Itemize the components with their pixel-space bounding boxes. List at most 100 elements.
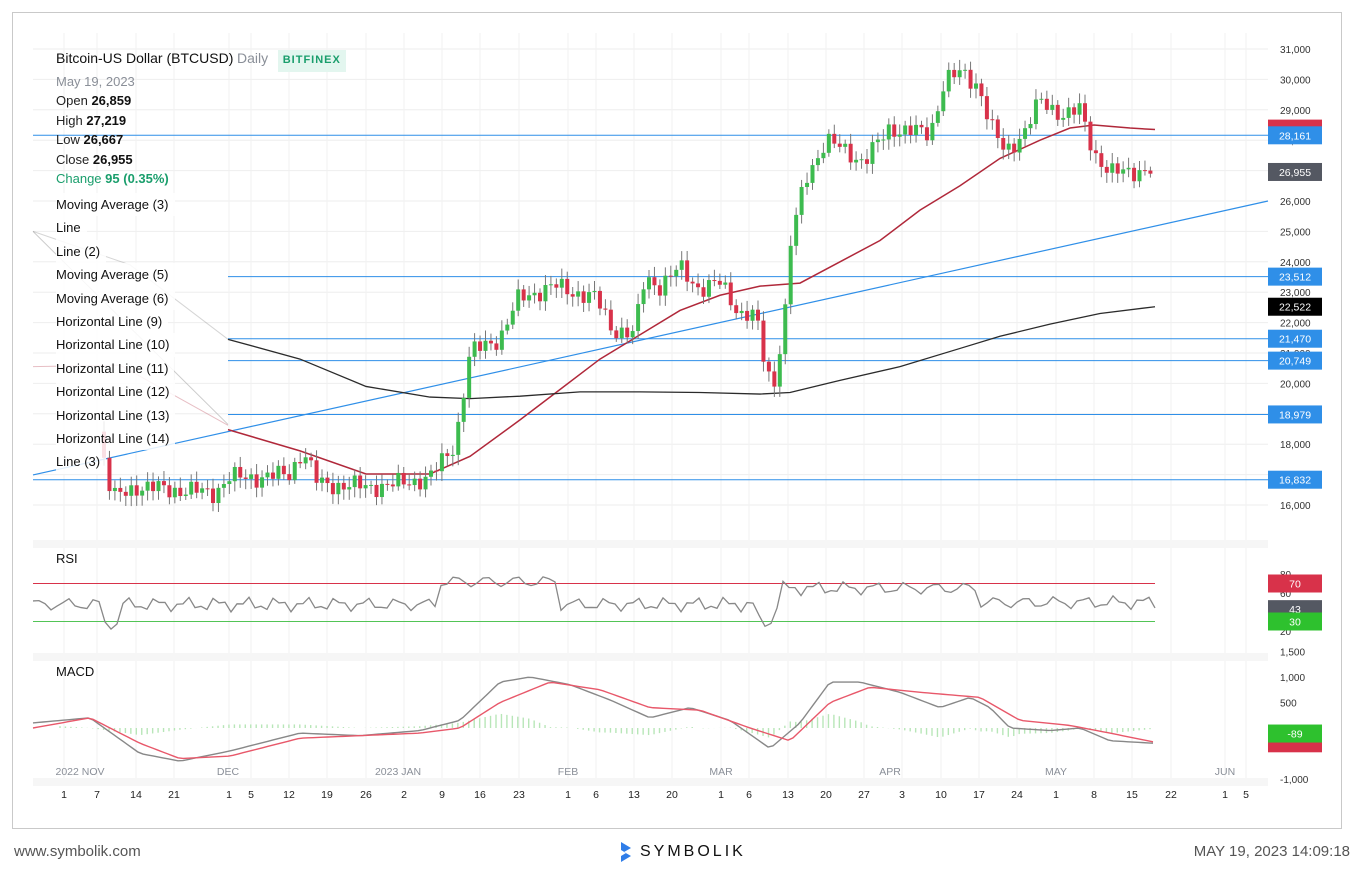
candle-up [854,159,859,163]
low-label: Low [56,132,80,147]
candle-up [592,290,597,293]
candle-up [265,472,270,478]
open-label: Open [56,93,88,108]
candle-down [565,278,570,295]
candle-up [799,186,804,215]
day-tick-label: 13 [628,789,640,801]
candle-up [1033,99,1038,125]
price-tick-label: 31,000 [1280,45,1311,56]
candle-up [1061,117,1066,120]
price-tag: 22,522 [1279,302,1311,314]
candle-up [505,324,510,331]
rsi-label: RSI [56,551,78,566]
day-tick-label: 13 [782,789,794,801]
candle-up [548,284,553,286]
candle-up [303,457,308,464]
candle-up [467,356,472,398]
candle-up [172,487,177,498]
candle-up [930,122,935,141]
candle-down [445,453,450,457]
indicator-item[interactable]: Horizontal Line (11) [56,356,175,381]
candle-down [837,143,842,147]
indicator-item[interactable]: Moving Average (3) [56,193,175,217]
candle-up [886,124,891,140]
candle-down [952,69,957,78]
indicator-item[interactable]: Horizontal Line (13) [56,403,176,428]
price-tag: 16,832 [1279,475,1311,487]
month-tick-label: 2023 JAN [375,766,421,778]
candle-down [494,343,499,350]
price-tag-bg [1268,162,1322,181]
month-tick-label: FEB [558,766,578,778]
macd-pane: 1,500 1,000 500 -1,000 [32,648,1309,786]
candle-down [281,465,286,475]
rsi-pane: 206080 [32,570,1292,638]
candle-down [979,83,984,97]
ma-red-tag-bg [1268,119,1322,130]
price-tag: 28,161 [1279,130,1311,142]
month-tick-label: MAY [1045,766,1067,778]
indicator-item[interactable]: Line (3) [56,450,107,474]
price-tick-label: 29,000 [1280,106,1311,117]
day-tick-label: 21 [168,789,180,801]
candle-up [815,158,820,166]
website-link[interactable]: www.symbolik.com [14,843,141,860]
indicator-item[interactable]: Moving Average (6) [56,286,175,311]
candle-down [685,260,690,282]
day-tick-label: 27 [858,789,870,801]
indicator-item[interactable]: Horizontal Line (12) [56,380,176,404]
high-label: High [56,112,83,128]
candle-up [897,134,902,137]
close-value: 26,955 [92,151,133,167]
candle-up [641,289,646,305]
candle-up [412,478,417,486]
price-tag-bg [1268,267,1322,286]
day-tick-label: 17 [973,789,985,801]
candle-up [532,292,537,296]
candle-up [663,275,668,296]
candle-up [859,159,864,161]
candle-up [974,83,978,89]
candle-up [227,481,232,485]
candle-down [614,330,619,339]
rsi-tick-label: 60 [1280,589,1292,600]
indicator-item[interactable]: Line [56,216,87,240]
day-tick-label: 5 [248,789,254,801]
candle-up [941,91,946,112]
price-tags: 28,161 26,955 23,512 22,522 21,470 20,749 18,9… [1268,119,1322,753]
candle-down [668,275,673,277]
indicator-item[interactable]: Horizontal Line (14) [56,427,176,451]
candle-up [1006,143,1011,150]
candle-down [570,294,575,297]
indicator-item[interactable]: Line (2) [56,239,107,264]
candle-up [630,331,635,338]
candle-up [472,341,477,357]
candle-up [156,481,161,492]
candle-down [597,290,602,309]
candle-down [358,475,363,489]
candle-up [777,354,782,387]
candle-up [963,69,968,71]
indicator-item[interactable]: Moving Average (5) [56,263,175,287]
candle-down [848,143,853,163]
candle-up [516,289,521,311]
candle-down [1104,166,1109,173]
candle-down [407,484,412,486]
candle-up [320,477,324,483]
price-tag-bg [1268,470,1322,489]
candle-down [1093,150,1098,154]
candle-up [396,472,401,487]
candle-down [1055,104,1060,120]
price-tick-label: 23,000 [1280,288,1311,299]
indicator-item[interactable]: Horizontal Line (9) [56,310,169,334]
candle-up [559,278,564,288]
macd-label: MACD [56,664,95,679]
candle-up [439,453,444,472]
month-tick-label: APR [879,766,901,778]
day-tick-label: 1 [1222,789,1228,801]
month-tick-label: DEC [217,766,240,778]
candle-up [1137,170,1142,182]
candle-down [401,472,406,485]
candle-down [1072,107,1077,115]
indicator-item[interactable]: Horizontal Line (10) [56,333,176,357]
